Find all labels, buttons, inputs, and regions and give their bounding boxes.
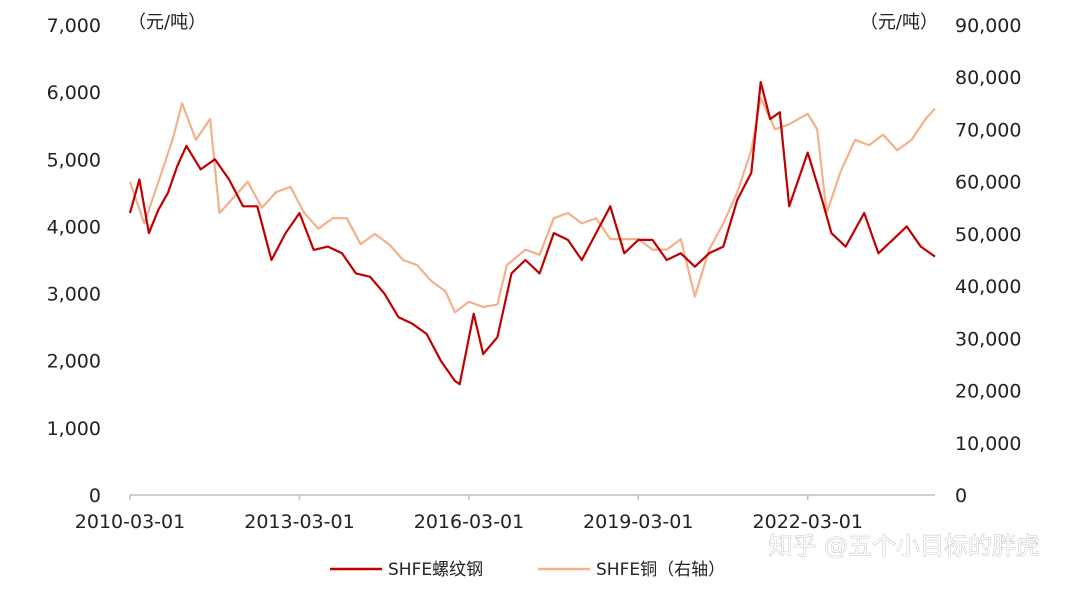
right-tick-label: 10,000 [955, 433, 1021, 455]
left-tick-label: 3,000 [47, 284, 101, 306]
right-axis-unit: （元/吨） [860, 12, 938, 33]
left-tick-label: 1,000 [47, 418, 101, 440]
x-axis-ticks: 2010-03-01 2013-03-01 2016-03-01 2019-03-01… [75, 495, 863, 533]
right-tick-label: 60,000 [955, 172, 1021, 194]
x-tick-label: 2013-03-01 [244, 511, 354, 533]
left-tick-label: 5,000 [47, 149, 101, 171]
legend-label: SHFE螺纹钢 [388, 560, 483, 580]
x-tick-label: 2022-03-01 [753, 511, 863, 533]
series-group [128, 80, 936, 386]
legend-label: SHFE铜（右轴） [596, 560, 725, 580]
x-tick-label: 2010-03-01 [75, 511, 185, 533]
right-tick-label: 80,000 [955, 67, 1021, 89]
right-tick-label: 30,000 [955, 328, 1021, 350]
left-tick-label: 2,000 [47, 351, 101, 373]
legend-item-copper: SHFE铜（右轴） [538, 560, 725, 580]
x-tick-label: 2019-03-01 [583, 511, 693, 533]
left-tick-label: 6,000 [47, 82, 101, 104]
left-axis-unit: （元/吨） [128, 12, 206, 33]
left-axis-ticks: 0 1,000 2,000 3,000 4,000 5,000 6,000 7,000 [47, 15, 101, 507]
right-tick-label: 40,000 [955, 276, 1021, 298]
legend-item-rebar: SHFE螺纹钢 [330, 560, 483, 580]
right-tick-label: 0 [955, 485, 967, 507]
right-tick-label: 90,000 [955, 15, 1021, 37]
left-tick-label: 7,000 [47, 15, 101, 37]
right-tick-label: 70,000 [955, 119, 1021, 141]
left-tick-label: 0 [89, 485, 101, 507]
rebar-series-line [128, 80, 936, 386]
right-tick-label: 50,000 [955, 224, 1021, 246]
legend: SHFE螺纹钢 SHFE铜（右轴） [330, 560, 725, 580]
x-tick-label: 2016-03-01 [414, 511, 524, 533]
right-axis-ticks: 0 10,000 20,000 30,000 40,000 50,000 60,000 70,… [955, 15, 1021, 507]
right-tick-label: 20,000 [955, 381, 1021, 403]
watermark: 知乎 @五个小目标的胖虎 [768, 532, 1040, 560]
copper-series-line [128, 96, 936, 314]
left-tick-label: 4,000 [47, 216, 101, 238]
